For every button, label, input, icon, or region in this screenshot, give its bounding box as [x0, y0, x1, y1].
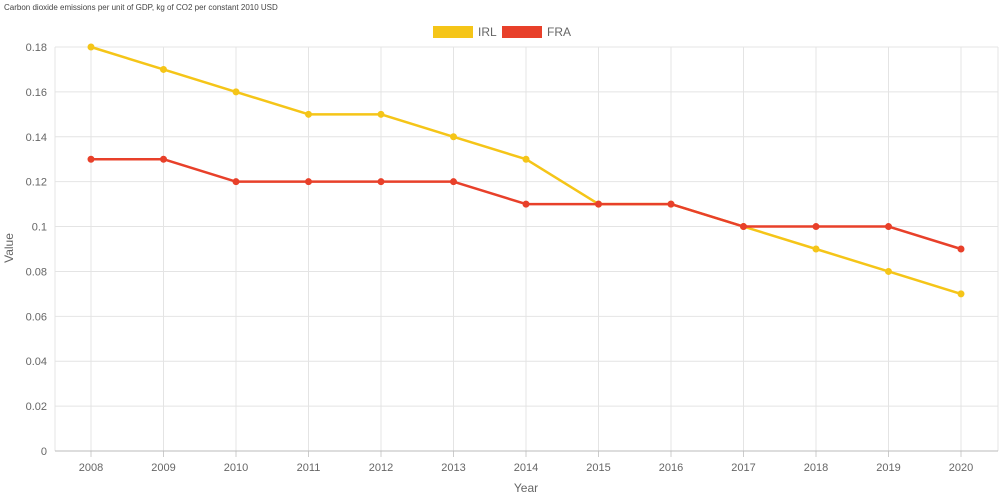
x-tick-label: 2016	[659, 462, 683, 474]
data-point-fra[interactable]	[160, 155, 167, 163]
x-tick-label: 2015	[586, 462, 610, 474]
data-point-fra[interactable]	[450, 178, 457, 186]
data-point-irl[interactable]	[450, 133, 457, 141]
data-point-fra[interactable]	[740, 223, 747, 231]
y-tick-label: 0	[41, 446, 47, 458]
x-tick-label: 2014	[514, 462, 538, 474]
y-tick-label: 0.08	[26, 266, 47, 278]
x-axis-ticks: 2008 2009 2010 2011 2012 2013 2014 2015 2016 2017…	[79, 451, 973, 474]
data-point-irl[interactable]	[812, 245, 820, 253]
data-point-fra[interactable]	[812, 223, 820, 231]
data-point-irl[interactable]	[160, 65, 167, 73]
data-point-fra[interactable]	[87, 155, 95, 163]
data-point-fra[interactable]	[667, 200, 675, 208]
data-point-fra[interactable]	[522, 200, 530, 208]
data-point-fra[interactable]	[377, 178, 385, 186]
x-tick-label: 2018	[804, 462, 828, 474]
series-fra	[87, 155, 965, 253]
data-point-irl[interactable]	[87, 43, 95, 51]
data-point-irl[interactable]	[522, 155, 530, 163]
y-tick-label: 0.02	[26, 401, 47, 413]
data-point-fra[interactable]	[595, 200, 602, 208]
y-tick-label: 0.04	[26, 356, 47, 368]
y-axis-title: Value	[2, 233, 16, 263]
legend-swatch	[433, 26, 473, 38]
x-tick-label: 2013	[441, 462, 465, 474]
y-tick-label: 0.14	[26, 132, 47, 144]
legend-item-fra[interactable]: FRA	[502, 25, 571, 39]
legend-label: FRA	[547, 25, 571, 39]
y-tick-label: 0.1	[32, 222, 47, 234]
y-tick-label: 0.18	[26, 42, 47, 54]
x-tick-label: 2010	[224, 462, 248, 474]
legend: IRL FRA	[433, 25, 571, 39]
y-tick-label: 0.12	[26, 177, 47, 189]
data-point-irl[interactable]	[232, 88, 240, 96]
data-point-fra[interactable]	[885, 223, 892, 231]
x-tick-label: 2008	[79, 462, 103, 474]
grid-lines	[54, 46, 999, 452]
data-point-irl[interactable]	[377, 110, 385, 118]
data-point-fra[interactable]	[305, 178, 312, 186]
legend-label: IRL	[478, 25, 497, 39]
data-point-fra[interactable]	[232, 178, 240, 186]
legend-swatch	[502, 26, 542, 38]
x-axis-title: Year	[514, 481, 538, 495]
legend-item-irl[interactable]: IRL	[433, 25, 497, 39]
series-layer	[87, 43, 965, 298]
x-tick-label: 2009	[151, 462, 175, 474]
chart-title: Carbon dioxide emissions per unit of GDP…	[4, 3, 278, 12]
x-tick-label: 2012	[369, 462, 393, 474]
data-point-fra[interactable]	[957, 245, 965, 253]
y-axis-ticks: 0 0.02 0.04 0.06 0.08 0.1 0.12 0.14 0.16 0.18	[26, 42, 47, 458]
x-tick-label: 2017	[731, 462, 755, 474]
series-irl	[87, 43, 965, 298]
data-point-irl[interactable]	[957, 290, 965, 298]
x-tick-label: 2020	[949, 462, 973, 474]
data-point-irl[interactable]	[885, 267, 892, 275]
y-tick-label: 0.06	[26, 311, 47, 323]
x-tick-label: 2011	[297, 462, 321, 474]
x-tick-label: 2019	[876, 462, 900, 474]
data-point-irl[interactable]	[305, 110, 312, 118]
y-tick-label: 0.16	[26, 87, 47, 99]
